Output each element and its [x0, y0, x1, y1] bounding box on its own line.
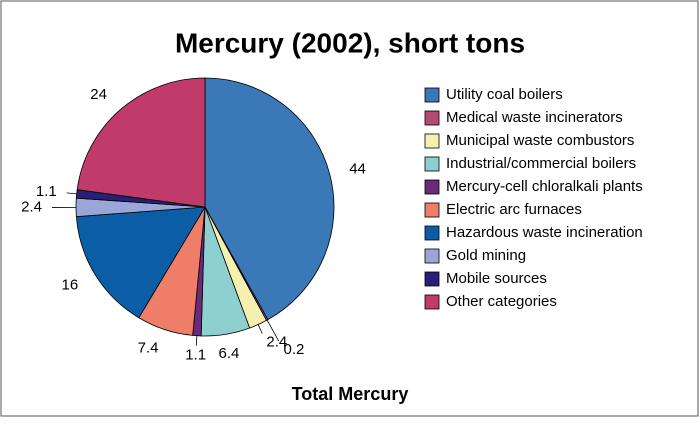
- legend-label: Industrial/commercial boilers: [446, 155, 636, 172]
- legend-label: Mobile sources: [446, 270, 547, 287]
- legend-swatch: [425, 295, 439, 309]
- data-label: 1.1: [36, 183, 57, 200]
- data-label: 16: [62, 276, 79, 293]
- legend-swatch: [425, 157, 439, 171]
- data-label: 1.1: [185, 347, 206, 364]
- legend-label: Municipal waste combustors: [446, 132, 634, 149]
- legend-label: Utility coal boilers: [446, 86, 563, 103]
- legend-label: Gold mining: [446, 247, 526, 264]
- chart-subtitle: Total Mercury: [292, 384, 409, 404]
- legend-label: Mercury-cell chloralkali plants: [446, 178, 643, 195]
- legend-swatch: [425, 203, 439, 217]
- legend-label: Medical waste incinerators: [446, 109, 623, 126]
- legend-label: Other categories: [446, 293, 557, 310]
- data-label: 7.4: [138, 340, 159, 357]
- legend-label: Electric arc furnaces: [446, 201, 582, 218]
- data-label: 2.4: [266, 334, 287, 351]
- data-label: 2.4: [21, 198, 42, 215]
- legend-swatch: [425, 111, 439, 125]
- legend-swatch: [425, 226, 439, 240]
- chart-title: Mercury (2002), short tons: [175, 27, 525, 58]
- data-label: 44: [349, 160, 366, 177]
- data-label: 24: [90, 86, 107, 103]
- legend-label: Hazardous waste incineration: [446, 224, 643, 241]
- data-label: 6.4: [219, 345, 240, 362]
- legend-swatch: [425, 134, 439, 148]
- legend-swatch: [425, 180, 439, 194]
- legend-swatch: [425, 88, 439, 102]
- legend-swatch: [425, 249, 439, 263]
- legend-swatch: [425, 272, 439, 286]
